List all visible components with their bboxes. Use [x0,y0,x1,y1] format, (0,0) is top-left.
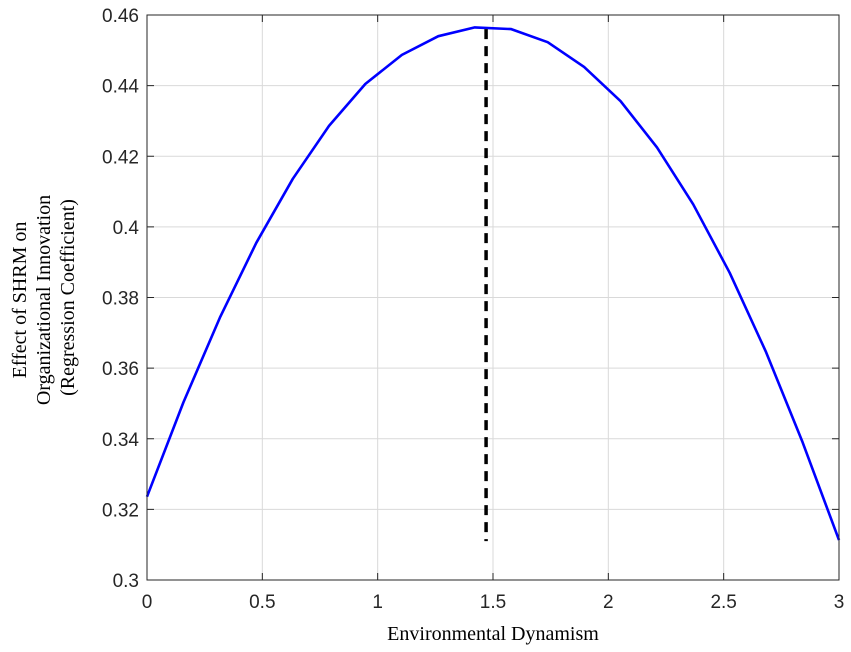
y-tick-label: 0.46 [102,6,139,27]
plot-data [145,26,841,542]
x-tick-label: 1.5 [480,592,506,613]
y-tick-label: 0.4 [113,218,140,239]
y-tick-label: 0.42 [102,147,139,168]
series-line [145,26,841,541]
x-tick-label: 1 [372,592,383,613]
x-axis-label: Environmental Dynamism [387,623,599,645]
y-axis-label-line-1: Effect of SHRM on [9,222,31,379]
y-tick-label: 0.38 [102,289,139,310]
y-axis-label: Effect of SHRM on Organizational Innovat… [9,190,79,405]
x-tick-label: 2.5 [710,592,736,613]
grid-lines [146,14,840,581]
axis-ticks: 0 0.5 1 1.5 2 2.5 3 0.3 0.32 0.34 0.36 0.38 0.4 0.42 0… [102,6,844,613]
y-tick-label: 0.32 [102,500,139,521]
y-tick-label: 0.44 [102,77,139,98]
x-tick-label: 3 [834,592,845,613]
y-tick-label: 0.3 [113,571,139,592]
y-tick-label: 0.34 [102,430,139,451]
x-tick-label: 2 [603,592,614,613]
y-axis-label-line-3: (Regression Coefficient) [57,199,79,396]
y-tick-label: 0.36 [102,359,139,380]
y-axis-label-line-2: Organizational Innovation [33,195,55,405]
x-tick-label: 0 [142,592,153,613]
x-tick-label: 0.5 [249,592,275,613]
